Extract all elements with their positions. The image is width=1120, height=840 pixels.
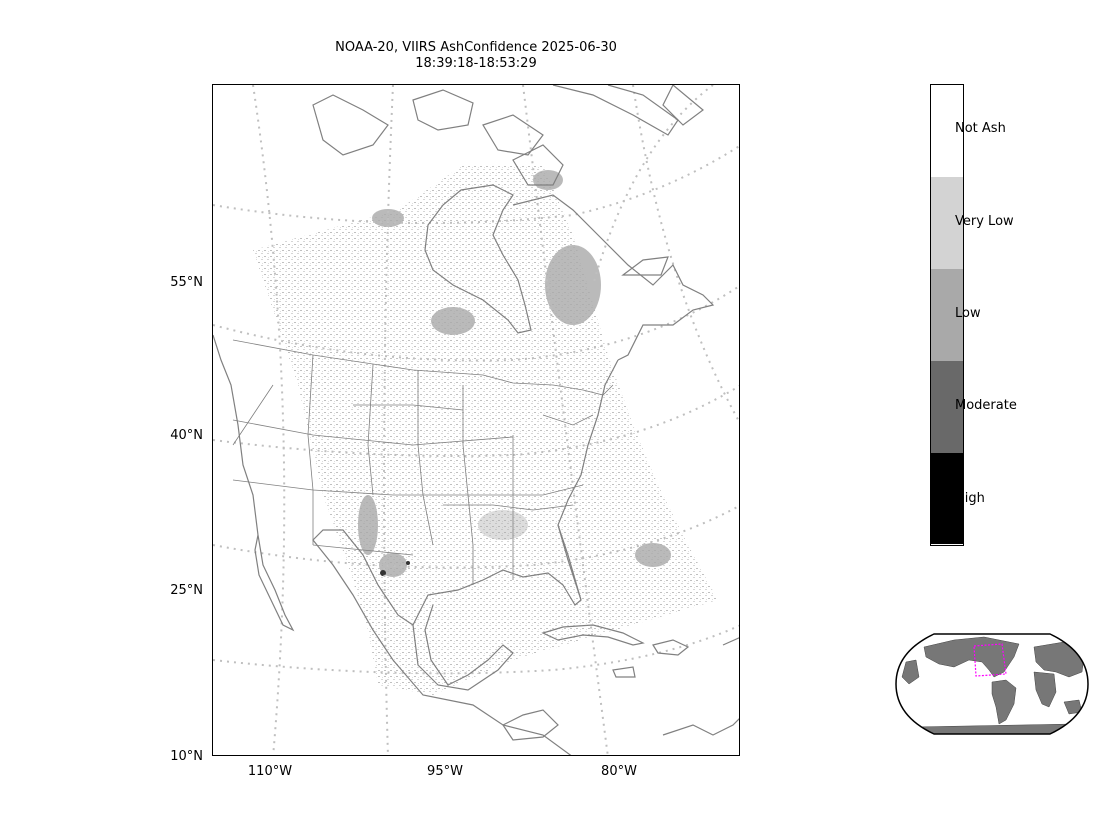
inset-globe-outline: [895, 633, 1089, 735]
satellite-swath: [253, 165, 718, 695]
colorbar-label-very-low: Very Low: [955, 214, 1014, 229]
colorbar-label-moderate: Moderate: [955, 398, 1017, 413]
inset-region-box: [973, 643, 1007, 677]
map-title: NOAA-20, VIIRS AshConfidence 2025-06-30 …: [212, 40, 740, 72]
colorbar-segment-very-low: [931, 177, 963, 269]
lon-tick-110w: 110°W: [247, 764, 293, 779]
borders: [232, 339, 614, 585]
colorbar-label-high: High: [955, 491, 985, 506]
map-canvas: [213, 85, 739, 755]
colorbar-segment-not-ash: [931, 85, 963, 177]
coastlines: [213, 85, 739, 755]
title-line-2: 18:39:18-18:53:29: [415, 56, 537, 71]
lat-tick-40n: 40°N: [170, 428, 203, 443]
lon-tick-95w: 95°W: [427, 764, 463, 779]
colorbar-segment-low: [931, 269, 963, 361]
colorbar-label-not-ash: Not Ash: [955, 121, 1006, 136]
colorbar-segment-high: [931, 453, 963, 544]
inset-world-map: [895, 633, 1089, 735]
inset-land: [901, 636, 1085, 734]
ash-high-spots: [380, 561, 410, 576]
lat-tick-10n: 10°N: [170, 749, 203, 764]
colorbar-segment-moderate: [931, 361, 963, 453]
title-line-1: NOAA-20, VIIRS AshConfidence 2025-06-30: [335, 40, 617, 55]
colorbar: [930, 84, 964, 546]
colorbar-label-low: Low: [955, 306, 981, 321]
map-panel[interactable]: [212, 84, 740, 756]
lat-tick-25n: 25°N: [170, 583, 203, 598]
lat-tick-55n: 55°N: [170, 275, 203, 290]
lon-tick-80w: 80°W: [601, 764, 637, 779]
ash-patches: [358, 170, 671, 577]
